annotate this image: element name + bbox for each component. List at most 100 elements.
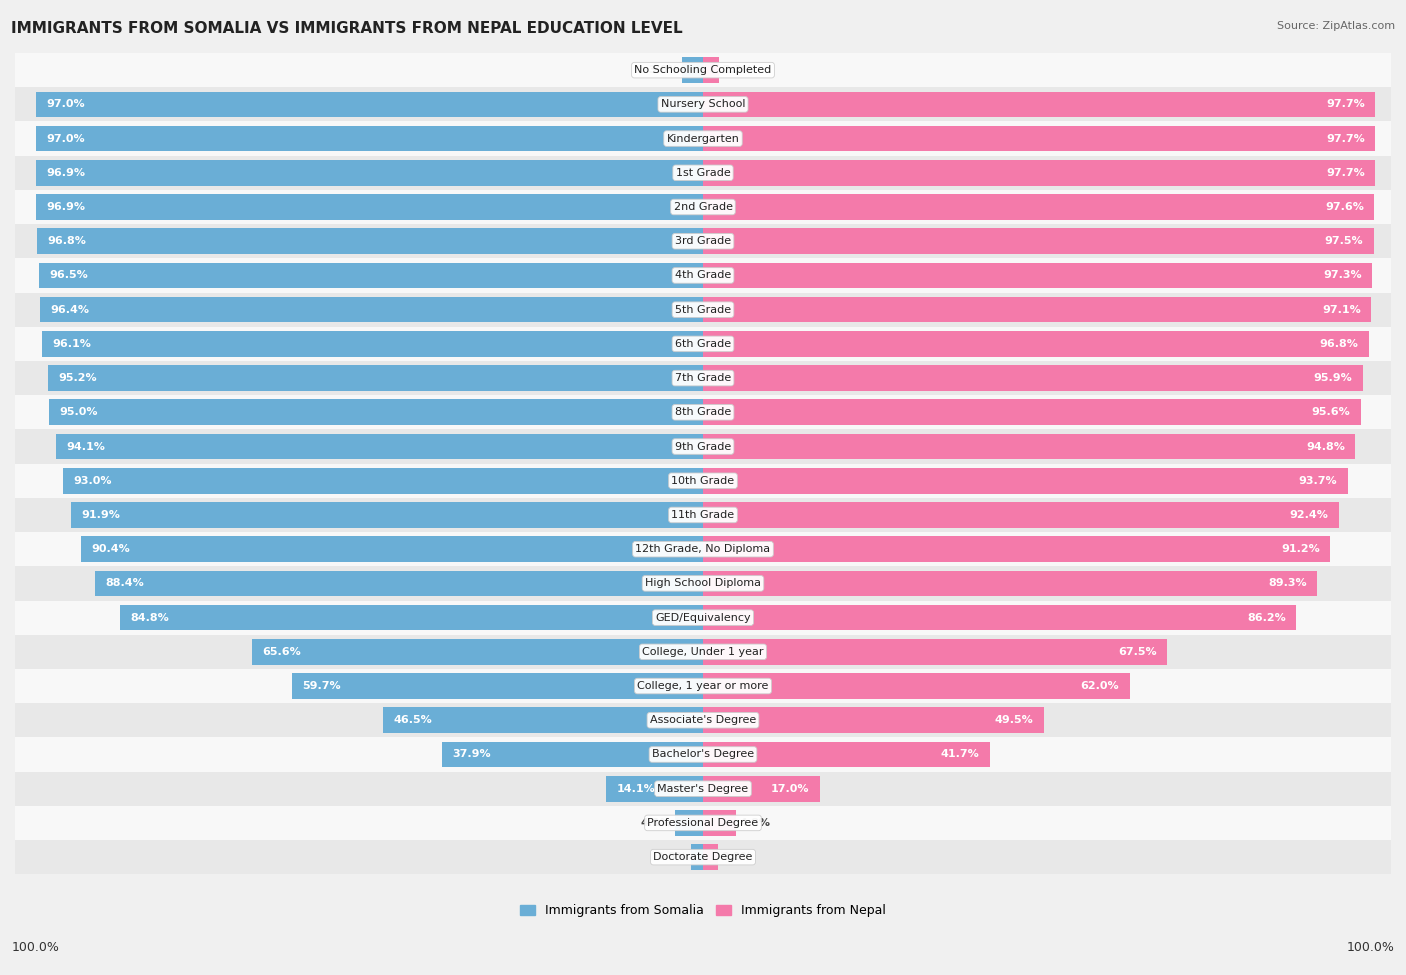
Text: 94.1%: 94.1%: [66, 442, 105, 451]
Text: 97.3%: 97.3%: [1323, 270, 1362, 281]
Bar: [15, 361, 1391, 395]
Text: 96.9%: 96.9%: [46, 168, 86, 177]
Text: 12th Grade, No Diploma: 12th Grade, No Diploma: [636, 544, 770, 554]
Text: College, 1 year or more: College, 1 year or more: [637, 682, 769, 691]
Text: 96.8%: 96.8%: [1320, 339, 1358, 349]
Bar: [94, 570, 703, 597]
Text: Kindergarten: Kindergarten: [666, 134, 740, 143]
Text: 7th Grade: 7th Grade: [675, 373, 731, 383]
Text: 14.1%: 14.1%: [616, 784, 655, 794]
Text: 2nd Grade: 2nd Grade: [673, 202, 733, 212]
Text: 67.5%: 67.5%: [1118, 646, 1157, 657]
Text: High School Diploma: High School Diploma: [645, 578, 761, 588]
Bar: [703, 468, 1348, 493]
Bar: [682, 58, 703, 83]
Bar: [37, 228, 703, 254]
Text: College, Under 1 year: College, Under 1 year: [643, 646, 763, 657]
Bar: [15, 122, 1391, 156]
Text: 9th Grade: 9th Grade: [675, 442, 731, 451]
Text: 97.7%: 97.7%: [1326, 99, 1365, 109]
Bar: [15, 498, 1391, 532]
Bar: [37, 194, 703, 219]
Text: Professional Degree: Professional Degree: [647, 818, 759, 828]
Bar: [703, 160, 1375, 185]
Bar: [703, 604, 1296, 631]
Bar: [15, 224, 1391, 258]
Text: 95.0%: 95.0%: [59, 408, 98, 417]
Text: 62.0%: 62.0%: [1081, 682, 1119, 691]
Bar: [63, 468, 703, 493]
Text: 84.8%: 84.8%: [129, 612, 169, 623]
Bar: [703, 366, 1362, 391]
Bar: [15, 429, 1391, 464]
Text: 95.9%: 95.9%: [1313, 373, 1353, 383]
Bar: [82, 536, 703, 562]
Bar: [292, 673, 703, 699]
Bar: [39, 296, 703, 323]
Bar: [703, 194, 1375, 219]
Bar: [15, 601, 1391, 635]
Bar: [703, 502, 1339, 527]
Bar: [703, 262, 1372, 289]
Bar: [15, 190, 1391, 224]
Bar: [15, 669, 1391, 703]
Text: 93.7%: 93.7%: [1299, 476, 1337, 486]
Bar: [15, 395, 1391, 429]
Bar: [15, 566, 1391, 601]
Text: 3.0%: 3.0%: [648, 65, 679, 75]
Text: 46.5%: 46.5%: [394, 716, 432, 725]
Bar: [35, 126, 703, 151]
Bar: [15, 258, 1391, 292]
Bar: [703, 58, 718, 83]
Bar: [703, 639, 1167, 665]
Bar: [703, 434, 1355, 459]
Text: 97.0%: 97.0%: [46, 99, 84, 109]
Text: 4.8%: 4.8%: [740, 818, 770, 828]
Text: 8th Grade: 8th Grade: [675, 408, 731, 417]
Text: Associate's Degree: Associate's Degree: [650, 716, 756, 725]
Bar: [15, 805, 1391, 840]
Bar: [35, 92, 703, 117]
Text: 2.3%: 2.3%: [723, 65, 754, 75]
Text: 49.5%: 49.5%: [994, 716, 1033, 725]
Bar: [703, 570, 1317, 597]
Bar: [15, 703, 1391, 737]
Text: 37.9%: 37.9%: [453, 750, 491, 760]
Text: 1.8%: 1.8%: [657, 852, 688, 862]
Bar: [703, 332, 1369, 357]
Bar: [703, 673, 1129, 699]
Text: 11th Grade: 11th Grade: [672, 510, 734, 520]
Bar: [443, 742, 703, 767]
Bar: [48, 366, 703, 391]
Text: 94.8%: 94.8%: [1306, 442, 1346, 451]
Text: 91.2%: 91.2%: [1281, 544, 1320, 554]
Legend: Immigrants from Somalia, Immigrants from Nepal: Immigrants from Somalia, Immigrants from…: [516, 900, 890, 920]
Bar: [15, 737, 1391, 771]
Text: 3rd Grade: 3rd Grade: [675, 236, 731, 247]
Text: 93.0%: 93.0%: [73, 476, 112, 486]
Text: 97.1%: 97.1%: [1322, 304, 1361, 315]
Bar: [15, 771, 1391, 805]
Text: 17.0%: 17.0%: [770, 784, 810, 794]
Text: 4th Grade: 4th Grade: [675, 270, 731, 281]
Bar: [70, 502, 703, 527]
Text: 96.4%: 96.4%: [51, 304, 89, 315]
Text: 97.6%: 97.6%: [1326, 202, 1364, 212]
Bar: [703, 776, 820, 801]
Text: 89.3%: 89.3%: [1268, 578, 1308, 588]
Bar: [690, 844, 703, 870]
Bar: [15, 53, 1391, 87]
Bar: [703, 708, 1043, 733]
Bar: [39, 262, 703, 289]
Bar: [15, 464, 1391, 498]
Bar: [703, 844, 718, 870]
Bar: [42, 332, 703, 357]
Text: 96.1%: 96.1%: [52, 339, 91, 349]
Text: 92.4%: 92.4%: [1289, 510, 1329, 520]
Text: 97.5%: 97.5%: [1324, 236, 1364, 247]
Text: Nursery School: Nursery School: [661, 99, 745, 109]
Bar: [703, 742, 990, 767]
Bar: [703, 400, 1361, 425]
Bar: [703, 126, 1375, 151]
Text: IMMIGRANTS FROM SOMALIA VS IMMIGRANTS FROM NEPAL EDUCATION LEVEL: IMMIGRANTS FROM SOMALIA VS IMMIGRANTS FR…: [11, 21, 683, 36]
